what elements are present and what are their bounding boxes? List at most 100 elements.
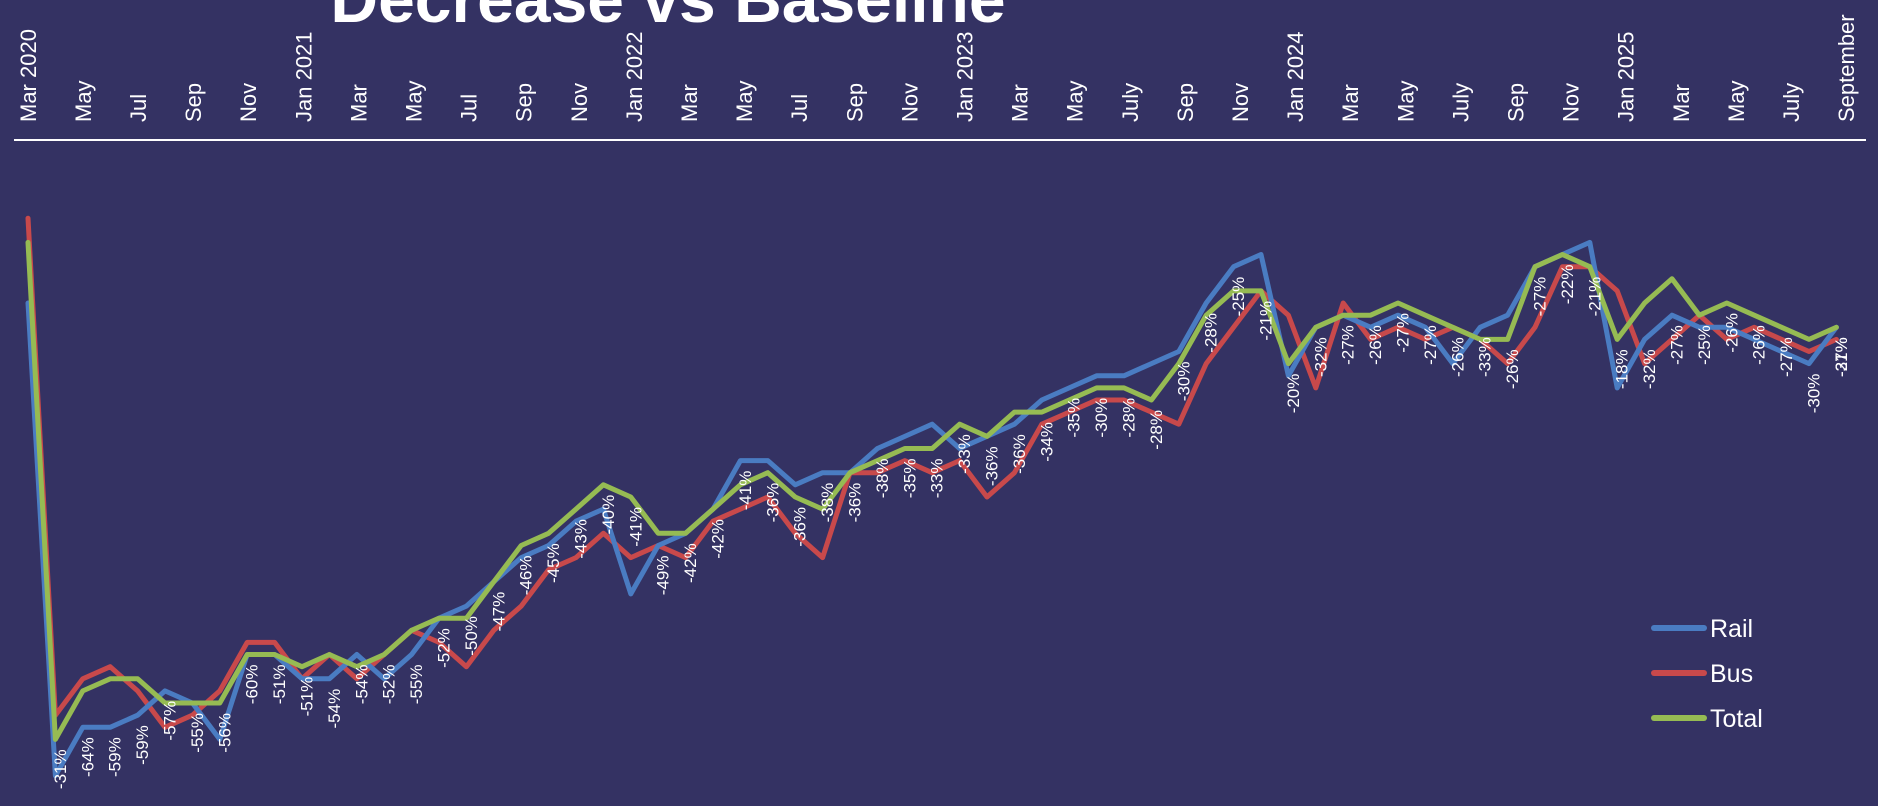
data-label: -26%	[1750, 325, 1769, 365]
data-label: -49%	[654, 556, 673, 596]
legend-label-bus: Bus	[1710, 660, 1753, 688]
data-label: -33%	[955, 434, 974, 474]
data-label: -45%	[544, 543, 563, 583]
x-tick-label: Jul	[126, 94, 151, 122]
data-label: -41%	[626, 507, 645, 547]
x-tick-label: Sep	[842, 83, 867, 122]
x-tick-label: Sep	[512, 83, 537, 122]
data-label: -22%	[1558, 265, 1577, 305]
data-label: -31%	[1832, 337, 1851, 377]
x-tick-label: Jan 2023	[953, 31, 978, 122]
x-tick-label: Jul	[787, 94, 812, 122]
data-label: -40%	[599, 495, 618, 535]
data-label: -54%	[325, 689, 344, 729]
data-label: -55%	[188, 713, 207, 753]
x-tick-label: July	[1448, 83, 1473, 122]
data-label: -36%	[763, 483, 782, 523]
data-label: -59%	[106, 737, 125, 777]
data-label: -43%	[571, 519, 590, 559]
x-tick-label: September	[1834, 14, 1859, 122]
x-tick-label: May	[1724, 80, 1749, 122]
data-label: -28%	[1202, 313, 1221, 353]
x-tick-label: Jan 2025	[1614, 31, 1639, 122]
data-label: -20%	[1284, 374, 1303, 414]
data-label: -51%	[270, 665, 289, 705]
data-label: -21%	[1585, 277, 1604, 317]
series-layer	[25, 215, 1839, 779]
x-tick-label: Mar	[677, 84, 702, 122]
data-label: -38%	[818, 483, 837, 523]
data-label: -28%	[1119, 398, 1138, 438]
data-label: -30%	[1174, 362, 1193, 402]
data-label: -34%	[1037, 422, 1056, 462]
data-label: -27%	[1393, 313, 1412, 353]
legend: Rail Bus Total	[1651, 615, 1763, 733]
x-tick-label: Jul	[457, 94, 482, 122]
x-tick-label: May	[1063, 80, 1088, 122]
x-tick-label: Mar	[1338, 84, 1363, 122]
data-label: -27%	[1339, 325, 1358, 365]
data-label: -27%	[1667, 325, 1686, 365]
x-tick-label: May	[71, 80, 96, 122]
data-label: -33%	[1476, 337, 1495, 377]
data-label: -55%	[407, 665, 426, 705]
data-label: -57%	[160, 701, 179, 741]
data-label: -56%	[215, 713, 234, 753]
x-tick-label: July	[1118, 83, 1143, 122]
data-label: -27%	[1832, 337, 1851, 377]
data-label: -18%	[1613, 349, 1632, 389]
data-label: -36%	[791, 507, 810, 547]
data-label: -28%	[1147, 410, 1166, 450]
x-tick-label: Nov	[897, 83, 922, 122]
x-axis: Mar 2020 May Jul Sep Nov Jan 2021 Mar May Jul Sep…	[14, 14, 1866, 141]
data-label: -26%	[1722, 313, 1741, 353]
data-label: -27%	[1530, 277, 1549, 317]
data-label: -38%	[873, 459, 892, 499]
data-label: -46%	[517, 556, 536, 596]
x-tick-label: Jan 2022	[622, 31, 647, 122]
data-label: -35%	[1065, 398, 1084, 438]
x-tick-label: Mar 2020	[16, 29, 41, 122]
data-label: -36%	[982, 446, 1001, 486]
x-tick-label: Nov	[1228, 83, 1253, 122]
data-label: -35%	[900, 459, 919, 499]
data-label: -21%	[1256, 301, 1275, 341]
data-label: -26%	[1503, 349, 1522, 389]
x-tick-label: Nov	[567, 83, 592, 122]
x-tick-label: May	[732, 80, 757, 122]
data-label: -27%	[1777, 337, 1796, 377]
data-label: -42%	[708, 519, 727, 559]
data-label: -25%	[1229, 277, 1248, 317]
x-tick-label: Sep	[1504, 83, 1529, 122]
data-label: -33%	[928, 459, 947, 499]
x-tick-label: Mar	[346, 84, 371, 122]
data-label: -41%	[736, 471, 755, 511]
chart-title: Decrease vs Baseline	[330, 0, 1005, 36]
x-tick-label: Mar	[1669, 84, 1694, 122]
data-label: -27%	[1421, 325, 1440, 365]
x-tick-label: Sep	[181, 83, 206, 122]
data-label: -50%	[462, 616, 481, 656]
x-tick-label: May	[402, 80, 427, 122]
data-label: -32%	[1640, 349, 1659, 389]
data-label: -36%	[845, 483, 864, 523]
data-label: -64%	[78, 737, 97, 777]
series-line-total	[25, 239, 1839, 742]
data-label: -60%	[243, 665, 262, 705]
data-label: -52%	[434, 628, 453, 668]
data-label: -30%	[1804, 374, 1823, 414]
x-tick-label: Nov	[1559, 83, 1584, 122]
x-tick-label: Jan 2024	[1283, 31, 1308, 122]
data-label: -54%	[352, 665, 371, 705]
data-labels: -31% -64% -59% -59% -57% -55% -56% -60% -51% -51%…	[51, 265, 1851, 790]
x-tick-label: May	[1393, 80, 1418, 122]
data-label: -59%	[133, 725, 152, 765]
x-tick-label: Nov	[236, 83, 261, 122]
data-label: -30%	[1092, 398, 1111, 438]
data-label: -52%	[380, 665, 399, 705]
data-label: -32%	[1311, 337, 1330, 377]
data-label: -42%	[681, 543, 700, 583]
data-label: -47%	[489, 592, 508, 632]
x-tick-label: Mar	[1008, 84, 1033, 122]
